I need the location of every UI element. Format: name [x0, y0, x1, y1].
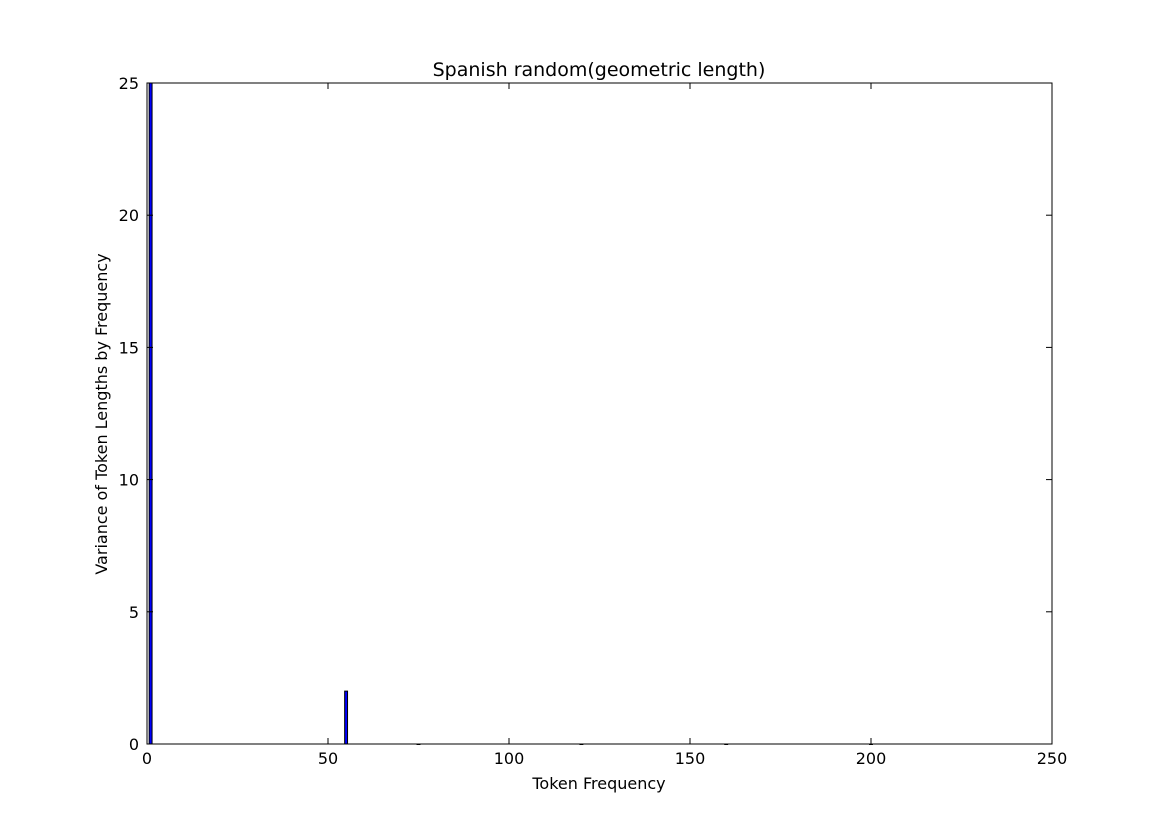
x-tick-label: 0 [142, 749, 152, 768]
y-tick-label: 10 [119, 471, 139, 490]
plot-area-frame [146, 82, 1053, 745]
y-tick-label: 0 [129, 735, 139, 754]
ticks-group: 0 50 100 150 200 250 0 5 10 15 20 25 [119, 74, 1068, 768]
y-tick-label: 25 [119, 74, 139, 93]
y-tick-label: 20 [119, 206, 139, 225]
x-axis-label: Token Frequency [531, 774, 665, 793]
x-tick-label: 200 [856, 749, 887, 768]
y-tick-label: 5 [129, 603, 139, 622]
chart-title: Spanish random(geometric length) [433, 59, 766, 81]
x-tick-label: 250 [1037, 749, 1068, 768]
bar [148, 82, 153, 745]
y-tick-label: 15 [119, 338, 139, 357]
bar [344, 690, 349, 745]
x-tick-label: 100 [494, 749, 525, 768]
x-tick-label: 150 [675, 749, 706, 768]
y-axis-label: Variance of Token Lengths by Frequency [92, 253, 111, 574]
x-tick-label: 50 [318, 749, 338, 768]
